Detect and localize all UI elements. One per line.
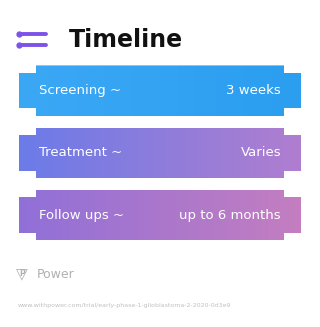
Text: Timeline: Timeline <box>69 28 183 52</box>
Text: Screening ~: Screening ~ <box>39 84 121 97</box>
Bar <box>284 190 301 197</box>
Text: ▽: ▽ <box>16 267 28 282</box>
Text: up to 6 months: up to 6 months <box>180 209 281 221</box>
Text: Follow ups ~: Follow ups ~ <box>39 209 124 221</box>
Text: Treatment ~: Treatment ~ <box>39 146 122 159</box>
Bar <box>284 109 301 116</box>
Bar <box>19 190 36 197</box>
Text: Power: Power <box>37 268 75 281</box>
Text: www.withpower.com/trial/early-phase-1-glioblastoma-2-2020-0d3e9: www.withpower.com/trial/early-phase-1-gl… <box>18 303 231 308</box>
Bar <box>19 109 36 116</box>
Bar <box>284 233 301 240</box>
Text: P: P <box>19 269 25 278</box>
Bar <box>19 171 36 178</box>
Bar <box>284 128 301 135</box>
Bar <box>284 171 301 178</box>
Bar <box>19 65 36 73</box>
Bar <box>19 233 36 240</box>
Text: Varies: Varies <box>240 146 281 159</box>
Text: 3 weeks: 3 weeks <box>226 84 281 97</box>
Bar <box>284 65 301 73</box>
Bar <box>19 128 36 135</box>
